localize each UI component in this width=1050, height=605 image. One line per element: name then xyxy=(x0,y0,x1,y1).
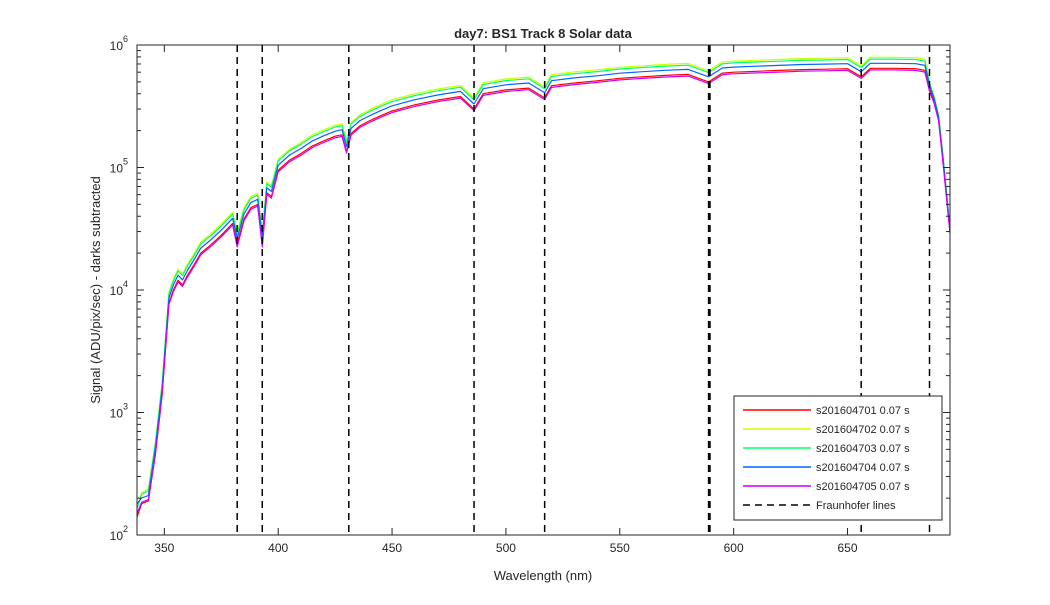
y-tick-label-exponent: 4 xyxy=(123,279,128,289)
x-tick-label: 550 xyxy=(610,541,630,555)
x-tick-label: 650 xyxy=(838,541,858,555)
y-tick-label: 10 xyxy=(110,162,124,176)
series-line-4 xyxy=(136,62,951,505)
legend-label-3: s201604703 0.07 s xyxy=(816,443,910,455)
series-line-2 xyxy=(136,56,951,507)
y-tick-label: 10 xyxy=(110,284,124,298)
y-tick-label: 10 xyxy=(110,407,124,421)
legend-label-5: s201604705 0.07 s xyxy=(816,481,910,493)
legend-label-4: s201604704 0.07 s xyxy=(816,462,910,474)
legend-box xyxy=(733,395,943,521)
legend-label-6: Fraunhofer lines xyxy=(816,500,896,512)
y-tick-label: 10 xyxy=(110,39,124,53)
y-tick-label-exponent: 5 xyxy=(123,157,128,167)
x-tick-label: 450 xyxy=(382,541,402,555)
chart-title: day7: BS1 Track 8 Solar data xyxy=(454,26,633,41)
x-axis-label: Wavelength (nm) xyxy=(494,568,593,583)
y-tick-label-exponent: 2 xyxy=(123,524,128,534)
legend-label-1: s201604701 0.07 s xyxy=(816,405,910,417)
y-tick-label-exponent: 3 xyxy=(123,402,128,412)
legend: s201604701 0.07 s s201604702 0.07 s s20160… xyxy=(733,395,943,521)
y-tick-label: 10 xyxy=(110,529,124,543)
series-line-5 xyxy=(136,69,951,514)
series-line-1 xyxy=(136,67,951,518)
x-tick-label: 350 xyxy=(154,541,174,555)
series-line-3 xyxy=(136,58,951,509)
x-tick-label: 500 xyxy=(496,541,516,555)
x-tick-label: 400 xyxy=(268,541,288,555)
y-axis-label: Signal (ADU/pix/sec) - darks subtracted xyxy=(88,176,103,404)
legend-label-2: s201604702 0.07 s xyxy=(816,424,910,436)
x-tick-label: 600 xyxy=(724,541,744,555)
y-tick-label-exponent: 6 xyxy=(123,34,128,44)
